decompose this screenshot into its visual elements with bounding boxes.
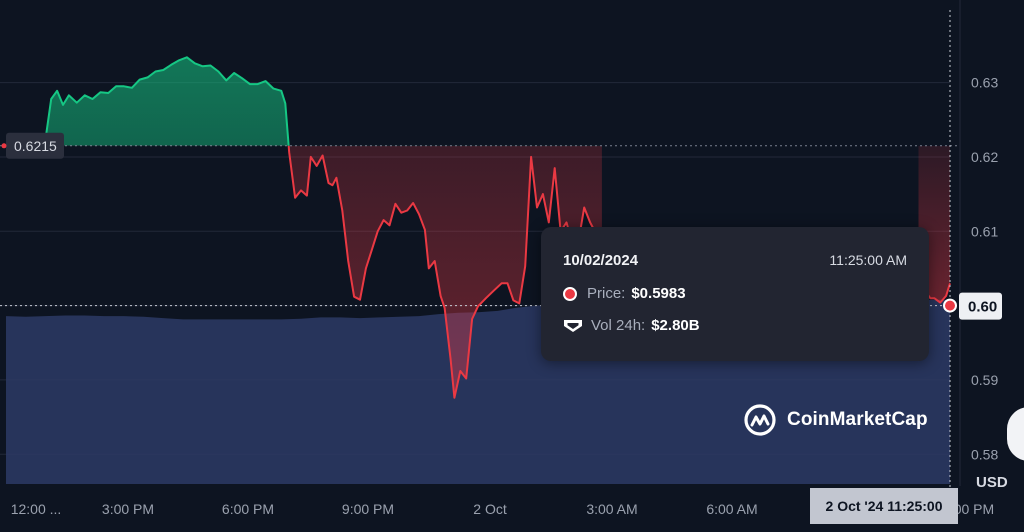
tooltip-price-row: Price: $0.5983 <box>563 285 686 302</box>
y-tick-label: 0.62 <box>971 149 998 165</box>
x-tick-label: 6:00 PM <box>222 501 274 517</box>
price-dot-icon <box>563 286 577 301</box>
y-tick-label: 0.61 <box>971 223 998 239</box>
scroll-handle[interactable] <box>1007 407 1024 461</box>
tooltip-price-label: Price: <box>587 285 626 302</box>
price-area-down <box>6 145 602 398</box>
tooltip-date: 10/02/2024 <box>563 252 639 269</box>
hover-dot <box>943 298 957 313</box>
tooltip-price-value: $0.5983 <box>631 285 686 302</box>
markers: 0.6215 0.60 <box>1 132 1002 320</box>
x-tick-label: 9:00 PM <box>342 501 394 517</box>
x-axis: 12:00 ... 3:00 PM 6:00 PM 9:00 PM 2 Oct 3:00 … <box>11 501 994 517</box>
y-tick-label: 0.58 <box>971 446 998 462</box>
baseline-label-box <box>6 132 64 159</box>
y-axis-unit: USD <box>976 474 1008 491</box>
tooltip-volume-row: Vol 24h: $2.80B <box>563 317 700 334</box>
volume-icon <box>564 319 582 332</box>
brand-name: CoinMarketCap <box>787 409 928 430</box>
crosshair-time-badge: 2 Oct '24 11:25:00 <box>810 488 958 524</box>
price-line-down <box>5 145 603 399</box>
baseline-label: 0.6215 <box>14 138 57 154</box>
tooltip-time: 11:25:00 AM <box>829 252 907 268</box>
x-tick-label: 12:00 ... <box>11 501 62 517</box>
tooltip-volume-label: Vol 24h: <box>591 317 646 334</box>
x-tick-label: :00 PM <box>950 501 994 517</box>
coinmarketcap-logo-icon <box>744 404 776 436</box>
current-price-label: 0.60 <box>968 299 997 316</box>
price-tooltip: 10/02/2024 11:25:00 AM Price: $0.5983 Vo… <box>541 227 929 361</box>
y-tick-label: 0.59 <box>971 372 998 388</box>
baseline-start-dot <box>1 143 7 149</box>
y-axis: 0.63 0.62 0.61 0.59 0.58 USD <box>971 75 1008 491</box>
current-price-tag <box>959 292 1002 320</box>
x-tick-label: 2 Oct <box>473 501 507 517</box>
x-tick-label: 3:00 PM <box>102 501 154 517</box>
price-line-up <box>6 56 290 146</box>
x-tick-label: 3:00 AM <box>586 501 637 517</box>
x-tick-label: 6:00 AM <box>706 501 757 517</box>
coinmarketcap-watermark: CoinMarketCap <box>743 403 928 437</box>
y-tick-label: 0.63 <box>971 75 998 91</box>
tooltip-volume-value: $2.80B <box>651 317 700 334</box>
price-area-up <box>6 57 602 146</box>
